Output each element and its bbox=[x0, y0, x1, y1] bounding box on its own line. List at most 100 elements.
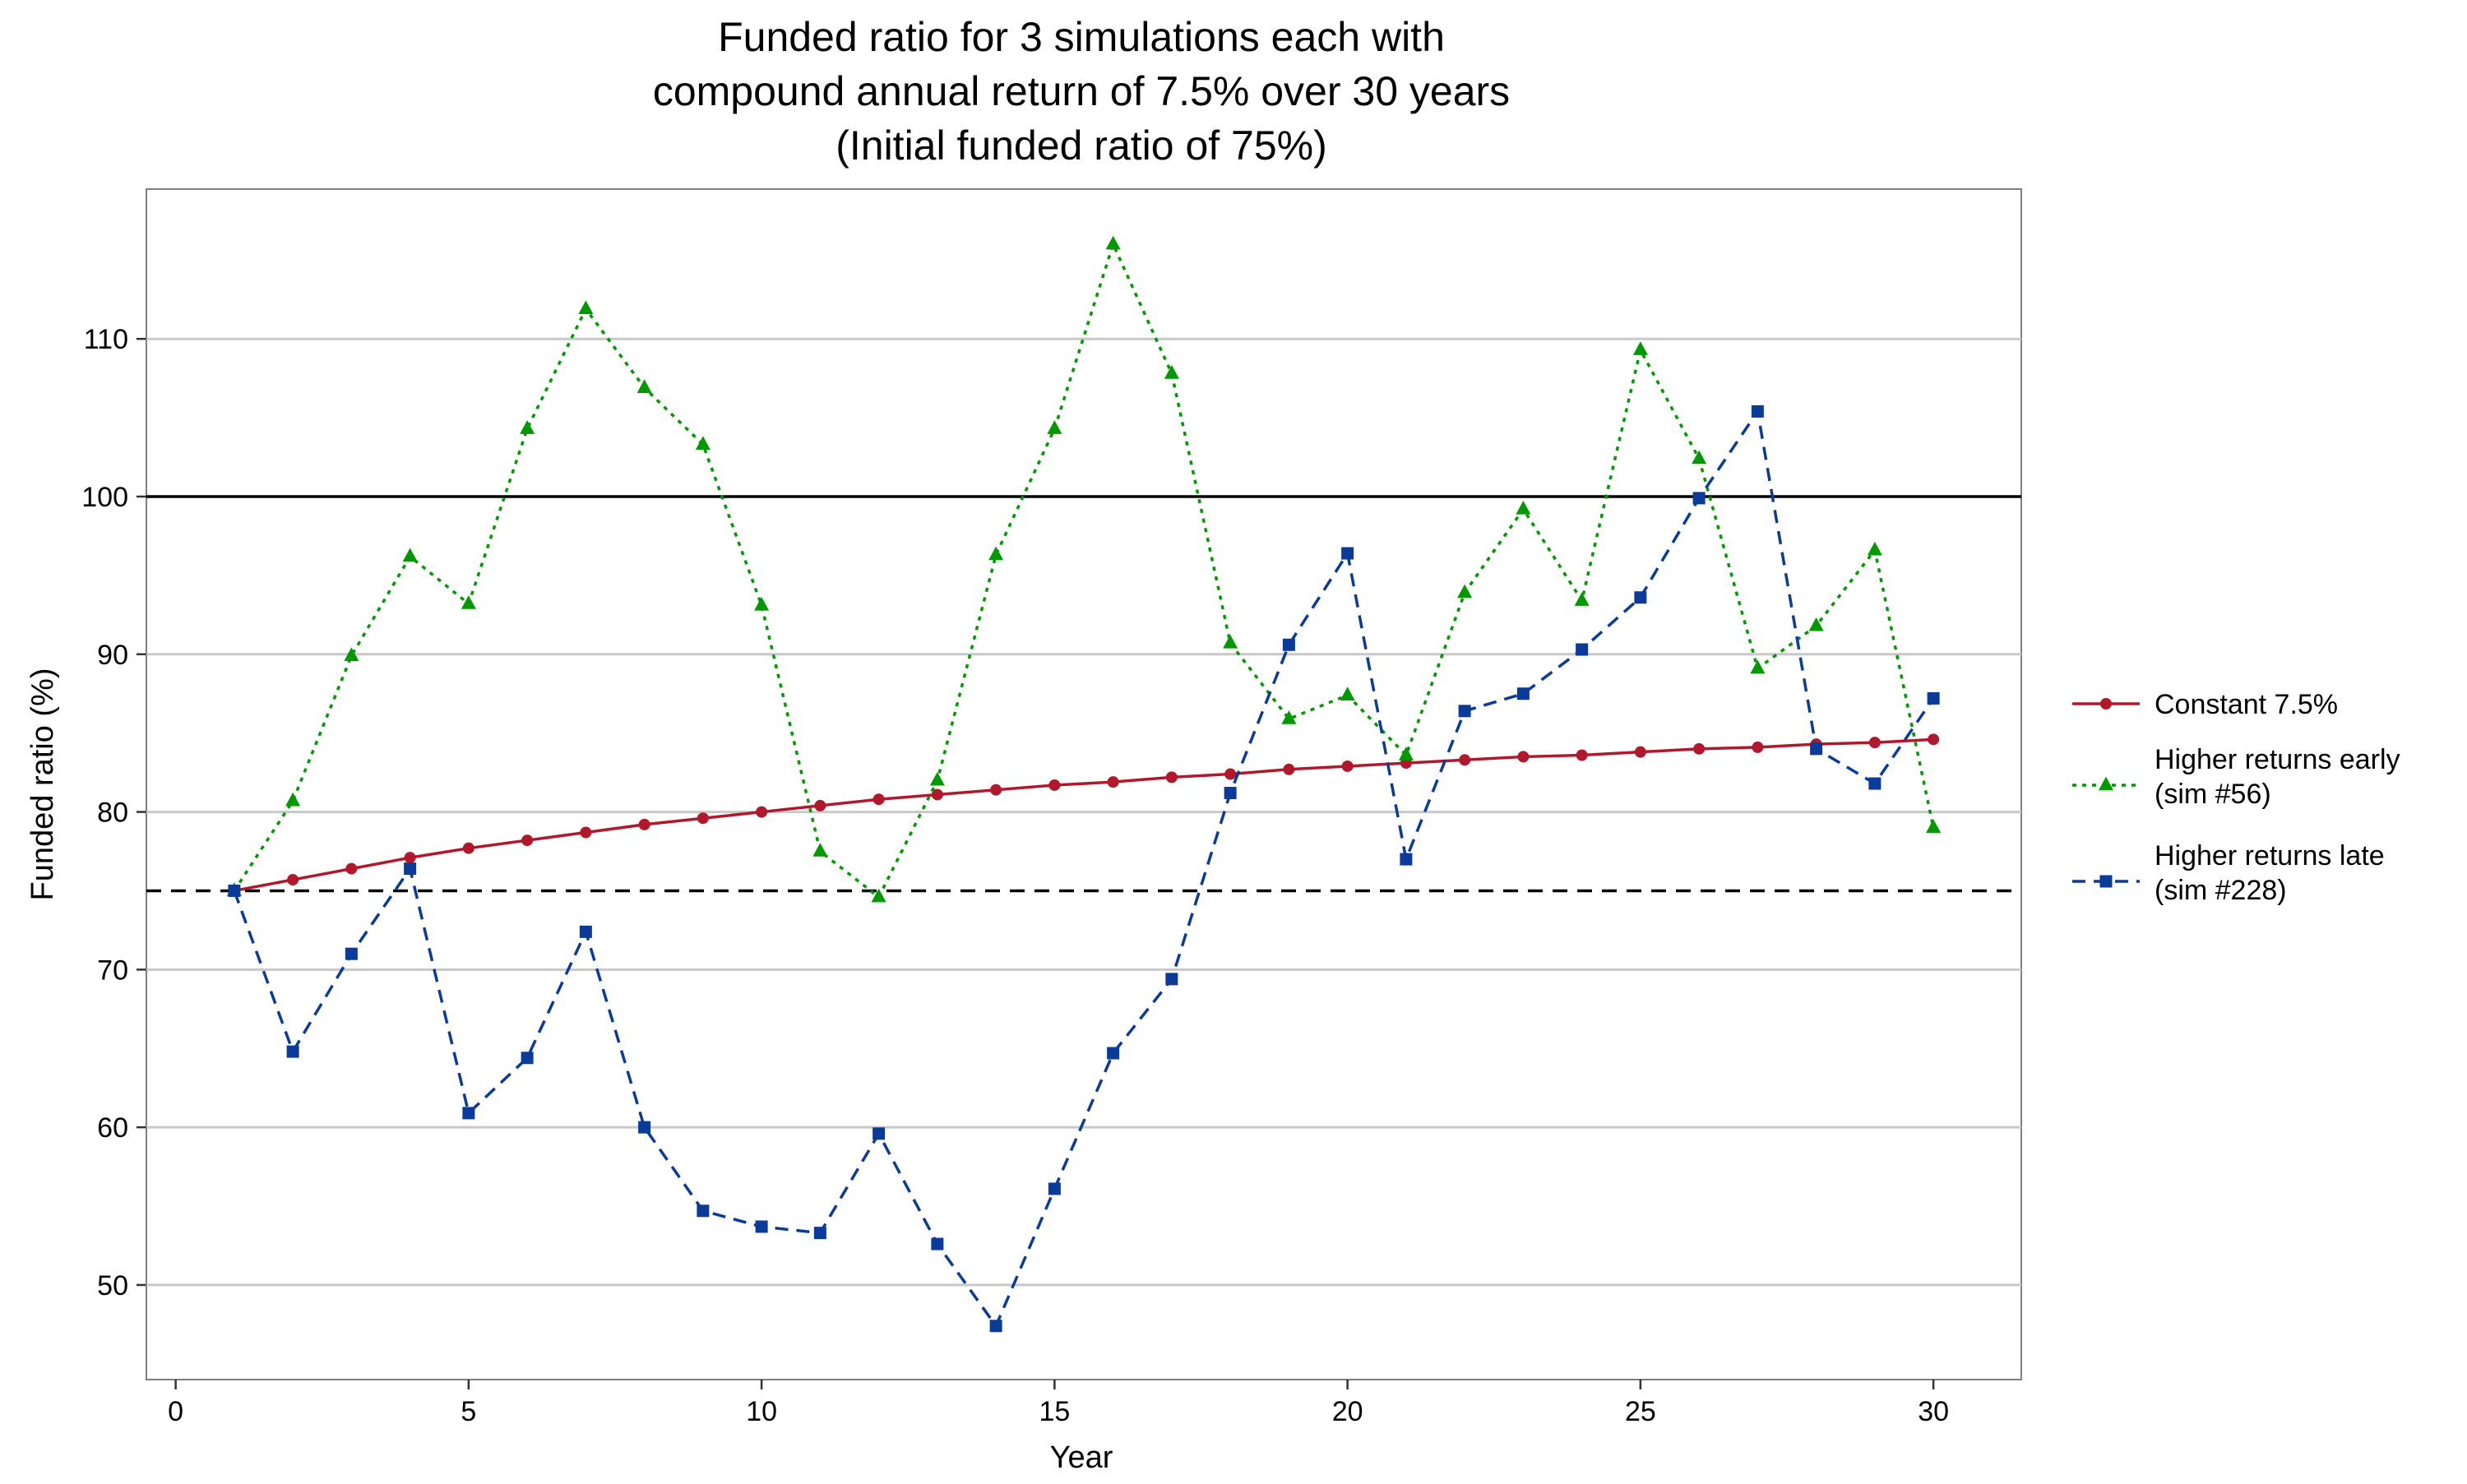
series-2-point-20 bbox=[1340, 687, 1355, 700]
series-3-point-23 bbox=[1516, 687, 1530, 700]
series-1-point-18 bbox=[1224, 768, 1237, 780]
series-3-point-28 bbox=[1810, 742, 1823, 756]
series-1-point-19 bbox=[1283, 763, 1295, 775]
y-tick-label-100: 100 bbox=[81, 482, 128, 513]
series-2-point-8 bbox=[636, 379, 652, 393]
chart-title: Funded ratio for 3 simulations each with… bbox=[653, 14, 1510, 169]
series-2-point-7 bbox=[578, 300, 594, 315]
series-3-point-22 bbox=[1458, 705, 1471, 718]
series-2-point-9 bbox=[695, 436, 710, 450]
legend-item-3: Higher returns late (sim #228) bbox=[2072, 840, 2385, 906]
series-1-point-6 bbox=[521, 834, 534, 847]
series-2-point-23 bbox=[1516, 500, 1531, 515]
series-3-point-24 bbox=[1576, 643, 1589, 656]
series-3-line bbox=[233, 409, 1935, 1328]
series-2-point-13 bbox=[929, 771, 945, 786]
series-3-point-11 bbox=[813, 1227, 826, 1240]
series-3-point-8 bbox=[638, 1121, 651, 1134]
series-1-point-16 bbox=[1107, 776, 1119, 788]
series-2-point-18 bbox=[1223, 634, 1238, 649]
series-3-point-13 bbox=[931, 1237, 944, 1251]
series-1-point-12 bbox=[872, 793, 885, 806]
y-tick-label-50: 50 bbox=[97, 1270, 128, 1301]
series-1-point-22 bbox=[1459, 754, 1471, 766]
y-tick-label-110: 110 bbox=[84, 324, 128, 355]
x-tick-label-15: 15 bbox=[1039, 1396, 1070, 1427]
series-2-point-21 bbox=[1398, 747, 1414, 760]
series-1-point-26 bbox=[1693, 742, 1706, 755]
series-2-point-12 bbox=[871, 888, 886, 903]
series-3-point-2 bbox=[286, 1045, 299, 1058]
series-1-point-25 bbox=[1634, 746, 1646, 758]
series-layer bbox=[226, 235, 1942, 1333]
series-3-point-5 bbox=[462, 1107, 475, 1120]
series-2-point-24 bbox=[1574, 592, 1590, 606]
series-3-point-10 bbox=[755, 1220, 768, 1233]
legend-label-3-line-2: (sim #228) bbox=[2155, 875, 2287, 906]
series-2-point-30 bbox=[1926, 819, 1942, 834]
series-1-point-20 bbox=[1341, 760, 1354, 772]
legend-label-1-line-1: Constant 7.5% bbox=[2155, 689, 2338, 720]
series-3-point-27 bbox=[1751, 405, 1764, 418]
chart-title-line-2: compound annual return of 7.5% over 30 y… bbox=[653, 68, 1510, 114]
y-tick-label-60: 60 bbox=[97, 1112, 128, 1144]
y-axis-label: Funded ratio (%) bbox=[25, 668, 60, 900]
series-3-point-4 bbox=[404, 862, 417, 876]
series-2-point-3 bbox=[344, 647, 359, 661]
series-1-point-10 bbox=[756, 806, 768, 818]
x-tick-label-25: 25 bbox=[1625, 1396, 1656, 1427]
x-tick-label-30: 30 bbox=[1918, 1396, 1949, 1427]
series-3-point-12 bbox=[872, 1127, 886, 1140]
chart-title-line-3: (Initial funded ratio of 75%) bbox=[835, 123, 1327, 169]
series-2-point-25 bbox=[1632, 341, 1648, 355]
x-tick-label-10: 10 bbox=[746, 1396, 777, 1427]
series-2-point-22 bbox=[1457, 584, 1473, 599]
y-tick-label-90: 90 bbox=[97, 640, 128, 671]
x-tick-label-20: 20 bbox=[1332, 1396, 1363, 1427]
series-3-point-7 bbox=[579, 925, 592, 938]
series-1-point-14 bbox=[990, 784, 1002, 796]
series-3-point-26 bbox=[1692, 492, 1706, 505]
series-1-point-2 bbox=[287, 874, 299, 886]
legend-label-2-line-2: (sim #56) bbox=[2155, 779, 2271, 810]
y-tick-label-70: 70 bbox=[97, 955, 128, 986]
series-1-point-17 bbox=[1165, 771, 1178, 784]
series-3 bbox=[228, 405, 1940, 1333]
series-3-point-18 bbox=[1224, 787, 1237, 800]
series-1-point-13 bbox=[931, 788, 943, 801]
series-3-point-30 bbox=[1927, 691, 1940, 705]
series-3-point-3 bbox=[345, 947, 358, 960]
series-1-point-7 bbox=[580, 826, 592, 839]
series-2-point-17 bbox=[1164, 365, 1179, 379]
series-2-point-2 bbox=[285, 792, 301, 807]
series-1-point-8 bbox=[638, 818, 650, 830]
series-3-point-21 bbox=[1400, 853, 1413, 866]
series-1-point-11 bbox=[814, 799, 826, 811]
series-2-point-14 bbox=[988, 546, 1004, 561]
series-3-point-9 bbox=[697, 1204, 710, 1218]
series-3-point-14 bbox=[989, 1320, 1002, 1333]
legend-item-2: Higher returns early (sim #56) bbox=[2072, 744, 2400, 810]
series-3-point-25 bbox=[1634, 591, 1647, 604]
reference-lines bbox=[146, 495, 2021, 893]
series-3-point-16 bbox=[1107, 1047, 1120, 1060]
series-1-point-9 bbox=[697, 812, 709, 825]
series-3-point-1 bbox=[228, 884, 241, 897]
x-axis-label: Year bbox=[1050, 1440, 1113, 1475]
series-1-point-5 bbox=[462, 842, 474, 854]
series-1-point-4 bbox=[404, 852, 416, 864]
series-2-point-5 bbox=[461, 595, 476, 609]
series-2-point-4 bbox=[402, 548, 418, 562]
legend-label-2-line-1: Higher returns early bbox=[2155, 744, 2400, 775]
series-2 bbox=[226, 235, 1942, 903]
legend-swatch-marker-2 bbox=[2099, 776, 2113, 791]
legend-label-3-line-1: Higher returns late bbox=[2155, 840, 2385, 871]
series-2-point-10 bbox=[754, 596, 770, 611]
x-tick-label-5: 5 bbox=[461, 1396, 476, 1427]
series-1-point-15 bbox=[1048, 779, 1061, 791]
legend: Constant 7.5% Higher returns early (sim #5… bbox=[2072, 689, 2400, 906]
axis-layer: 50 60 70 80 90 100 110 0 5 10 15 20 25 30 bbox=[81, 324, 1949, 1427]
series-1-line bbox=[234, 737, 1934, 893]
